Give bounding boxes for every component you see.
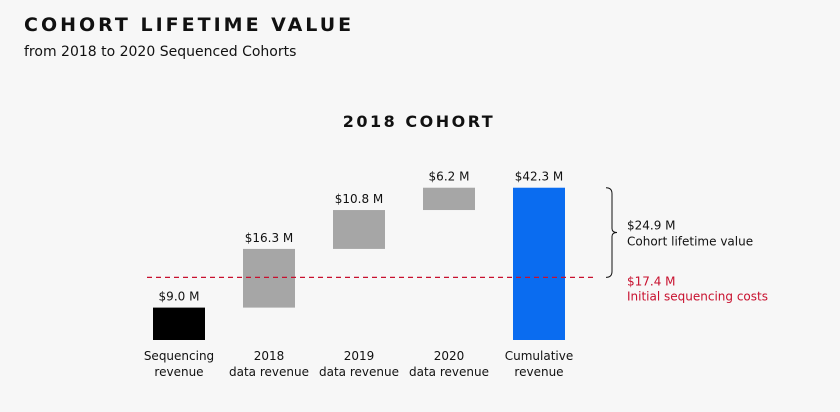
x-tick-label-line: revenue [514,365,563,379]
x-tick-label: 2018 data revenue [229,349,309,379]
x-tick-label-line: Cumulative [505,349,574,363]
bar [243,248,295,308]
reference-value: $17.4 M [627,274,676,288]
bar [153,307,205,340]
page-title: COHORT LIFETIME VALUE [24,14,354,36]
x-tick-label: Cumulative revenue [505,349,574,379]
value-label: $9.0 M [159,290,200,304]
x-tick-label: Sequencing revenue [144,349,214,379]
x-tick-label-line: revenue [154,365,203,379]
x-tick-label-line: data revenue [229,365,309,379]
x-tick-label: 2019 data revenue [319,349,399,379]
value-label: $42.3 M [515,170,564,184]
bracket-label: Cohort lifetime value [627,235,753,249]
x-tick-label-line: 2020 [434,349,465,363]
x-tick-label-line: Sequencing [144,349,214,363]
bracket [605,187,618,278]
x-tick-label: 2020 data revenue [409,349,489,379]
bracket-value: $24.9 M [627,219,676,233]
bar [513,187,565,340]
x-tick-label-line: 2019 [344,349,375,363]
chart-title: 2018 COHORT [343,112,495,131]
reference-label: Initial sequencing costs [627,289,768,303]
value-label: $10.8 M [335,192,384,206]
x-tick-label-line: data revenue [409,365,489,379]
value-label: $16.3 M [245,231,294,245]
bar [423,187,475,211]
bar [333,210,385,249]
page-subtitle: from 2018 to 2020 Sequenced Cohorts [24,44,296,60]
x-tick-label-line: data revenue [319,365,399,379]
value-label: $6.2 M [429,170,470,184]
x-tick-label-line: 2018 [254,349,285,363]
